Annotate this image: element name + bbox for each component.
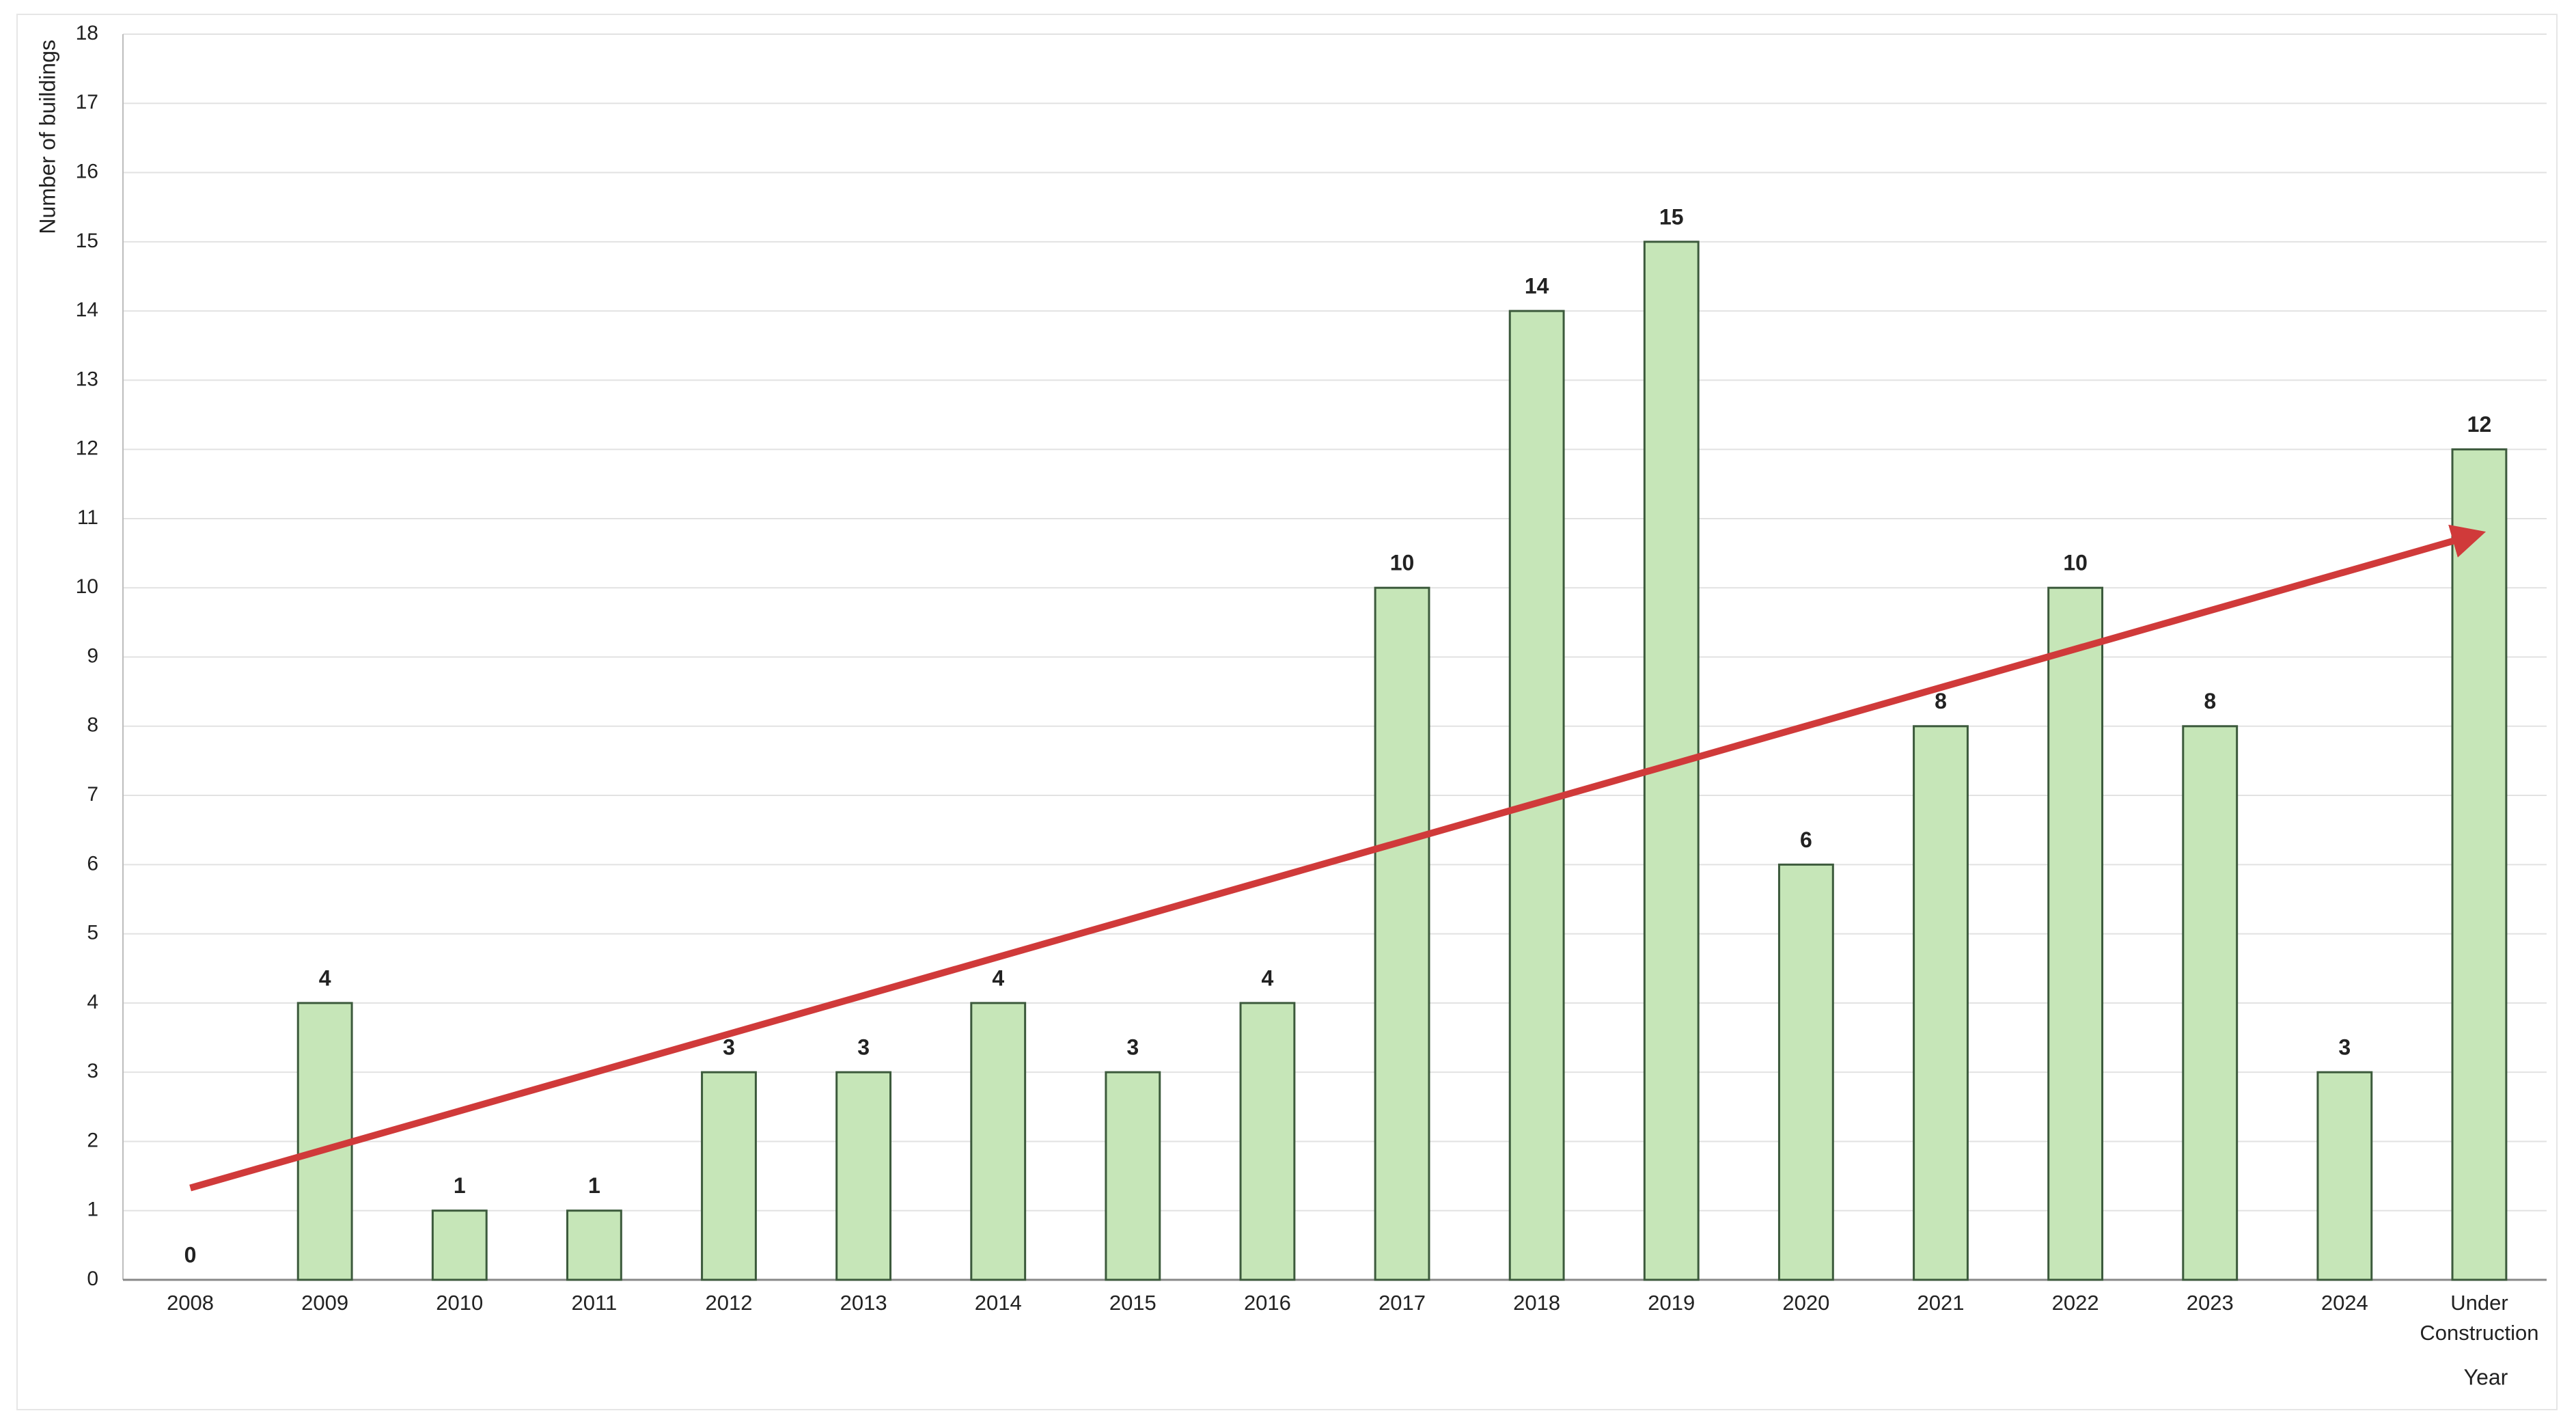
bar bbox=[2316, 1071, 2373, 1281]
y-tick-label: 16 bbox=[76, 160, 98, 182]
value-label: 1 bbox=[454, 1173, 466, 1198]
y-tick-label: 0 bbox=[87, 1268, 98, 1290]
bar bbox=[1777, 863, 1834, 1281]
trend-arrow bbox=[189, 524, 2487, 1192]
bar bbox=[1913, 725, 1969, 1281]
x-tick-label: 2012 bbox=[705, 1291, 753, 1315]
value-label: 3 bbox=[723, 1035, 735, 1060]
value-label: 4 bbox=[1262, 966, 1274, 990]
y-tick-label: 14 bbox=[76, 299, 98, 321]
value-label: 3 bbox=[857, 1035, 870, 1060]
y-tick-label: 10 bbox=[76, 575, 98, 598]
value-label: 1 bbox=[588, 1173, 600, 1198]
y-tick-label: 5 bbox=[87, 922, 98, 944]
x-tick-label: 2011 bbox=[571, 1291, 618, 1315]
value-label: 4 bbox=[992, 966, 1004, 990]
x-tick-label: 2018 bbox=[1513, 1291, 1561, 1315]
x-tick-label: 2016 bbox=[1243, 1291, 1291, 1315]
bar bbox=[701, 1071, 757, 1281]
value-label: 4 bbox=[319, 966, 331, 990]
value-label: 10 bbox=[1390, 551, 1415, 575]
y-tick-label: 7 bbox=[87, 783, 98, 806]
value-label: 10 bbox=[2063, 551, 2088, 575]
value-label: 6 bbox=[1800, 827, 1812, 852]
x-tick-label: 2015 bbox=[1109, 1291, 1157, 1315]
bar bbox=[431, 1209, 488, 1281]
y-tick-label: 11 bbox=[77, 506, 98, 529]
x-tick-label: Under Construction bbox=[2420, 1291, 2539, 1345]
y-tick-label: 18 bbox=[76, 22, 98, 44]
value-label: 3 bbox=[2338, 1035, 2351, 1060]
bar bbox=[1374, 586, 1430, 1281]
x-tick-label: 2019 bbox=[1648, 1291, 1695, 1315]
x-tick-label: 2021 bbox=[1917, 1291, 1965, 1315]
y-tick-label: 15 bbox=[76, 230, 98, 252]
chart-frame bbox=[16, 14, 2558, 1410]
bar bbox=[566, 1209, 622, 1281]
value-label: 14 bbox=[1525, 274, 1549, 299]
value-label: 3 bbox=[1126, 1035, 1139, 1060]
x-tick-label: 2022 bbox=[2051, 1291, 2099, 1315]
bar bbox=[970, 1002, 1027, 1281]
x-tick-label: 2008 bbox=[167, 1291, 214, 1315]
y-tick-label: 2 bbox=[87, 1129, 98, 1151]
y-tick-label: 8 bbox=[87, 714, 98, 737]
x-tick-label: 2010 bbox=[436, 1291, 484, 1315]
y-tick-label: 6 bbox=[87, 852, 98, 875]
y-tick-label: 17 bbox=[76, 91, 98, 113]
x-tick-label: 2017 bbox=[1379, 1291, 1426, 1315]
x-tick-label: 2023 bbox=[2186, 1291, 2234, 1315]
x-tick-label: 2014 bbox=[974, 1291, 1022, 1315]
x-tick-label: 2020 bbox=[1782, 1291, 1830, 1315]
value-label: 8 bbox=[2204, 689, 2216, 713]
y-tick-label: 13 bbox=[76, 368, 98, 390]
x-axis-label: Year bbox=[2464, 1365, 2508, 1389]
value-label: 8 bbox=[1935, 689, 1947, 713]
value-label: 12 bbox=[2467, 412, 2492, 437]
y-tick-label: 4 bbox=[87, 991, 98, 1013]
value-label: 0 bbox=[184, 1242, 197, 1267]
x-tick-label: 2009 bbox=[301, 1291, 349, 1315]
bar bbox=[2451, 448, 2508, 1281]
y-tick-label: 1 bbox=[87, 1199, 98, 1221]
bar bbox=[2182, 725, 2239, 1281]
y-tick-label: 9 bbox=[87, 644, 98, 667]
y-tick-label: 3 bbox=[87, 1060, 98, 1082]
y-tick-label: 12 bbox=[76, 437, 98, 460]
value-label: 15 bbox=[1659, 204, 1684, 229]
x-tick-label: 2013 bbox=[840, 1291, 887, 1315]
y-axis-label: Number of buildings bbox=[35, 40, 59, 234]
bar bbox=[2047, 586, 2104, 1281]
bar bbox=[1239, 1002, 1296, 1281]
bar bbox=[1105, 1071, 1161, 1281]
x-tick-label: 2024 bbox=[2321, 1291, 2368, 1315]
bar bbox=[835, 1071, 892, 1281]
